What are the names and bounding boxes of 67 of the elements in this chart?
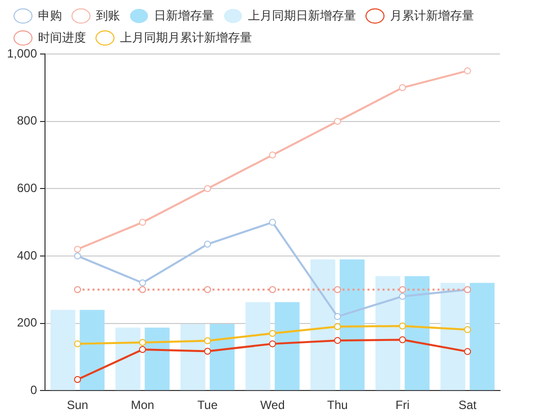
point: [204, 337, 212, 344]
point: [334, 336, 342, 344]
y-tick-label: 400: [17, 248, 38, 262]
point: [74, 246, 82, 253]
point: [139, 346, 146, 354]
y-tick-label: 200: [17, 316, 38, 330]
legend-label: 日新增存量: [154, 8, 214, 22]
point: [139, 279, 146, 286]
bar: [210, 324, 235, 390]
y-tick-label: 800: [17, 114, 38, 128]
point: [399, 286, 406, 294]
bar: [375, 276, 400, 390]
x-tick-label: Wed: [260, 398, 285, 412]
x-tick-label: Fri: [396, 398, 410, 412]
point: [334, 323, 342, 330]
x-tick-label: Sat: [458, 398, 478, 412]
legend-label: 上月同期日新增存量: [248, 8, 356, 22]
point: [74, 252, 82, 260]
y-tick-label: 600: [17, 180, 38, 195]
bar: [440, 282, 466, 390]
point: [139, 218, 146, 226]
point: [334, 286, 342, 294]
point: [74, 376, 82, 383]
point: [399, 292, 406, 300]
point: [139, 338, 146, 346]
x-tick-label: Tue: [197, 398, 218, 412]
bar: [245, 302, 270, 390]
bar: [340, 259, 365, 390]
point: [269, 340, 276, 348]
point: [74, 286, 82, 294]
point: [464, 348, 471, 356]
point: [74, 340, 82, 348]
point: [139, 286, 146, 294]
point: [204, 185, 212, 192]
bar: [50, 310, 76, 390]
point: [269, 218, 276, 226]
point: [399, 322, 406, 330]
point: [399, 336, 406, 344]
x-tick-label: Sun: [66, 398, 88, 412]
bar: [404, 276, 430, 390]
bar: [310, 259, 336, 390]
bar: [274, 302, 300, 390]
bar: [80, 310, 105, 390]
point: [269, 151, 276, 158]
x-tick-label: Mon: [130, 398, 154, 412]
x-tick-label: Thu: [327, 398, 348, 412]
point: [464, 67, 471, 74]
point: [334, 313, 342, 320]
bar: [470, 282, 495, 390]
bar: [180, 324, 206, 390]
point: [204, 240, 212, 248]
legend-label: 月累计新增存量: [390, 8, 474, 22]
point: [399, 84, 406, 92]
y-tick-label: 0: [30, 382, 38, 397]
point: [204, 286, 212, 294]
point: [204, 348, 212, 355]
legend-label: 时间进度: [38, 30, 86, 44]
y-tick-label: 1,000: [7, 46, 38, 60]
point: [334, 118, 342, 125]
bar: [115, 328, 140, 390]
legend-label: 到账: [96, 8, 120, 22]
legend-label: 申购: [38, 8, 62, 22]
point: [464, 326, 471, 334]
legend-label: 上月同期月累计新增存量: [120, 30, 252, 44]
point: [269, 330, 276, 337]
bar: [144, 328, 170, 390]
point: [269, 286, 276, 294]
